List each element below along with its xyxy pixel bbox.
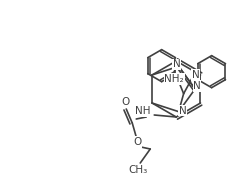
Text: O: O (121, 97, 129, 107)
Text: CH₃: CH₃ (128, 165, 148, 175)
Text: N: N (173, 59, 180, 69)
Text: NH₂: NH₂ (164, 74, 184, 84)
Text: N: N (179, 106, 186, 116)
Text: N: N (193, 81, 201, 91)
Text: NH: NH (135, 106, 150, 116)
Text: N: N (192, 70, 199, 80)
Text: O: O (133, 137, 141, 147)
